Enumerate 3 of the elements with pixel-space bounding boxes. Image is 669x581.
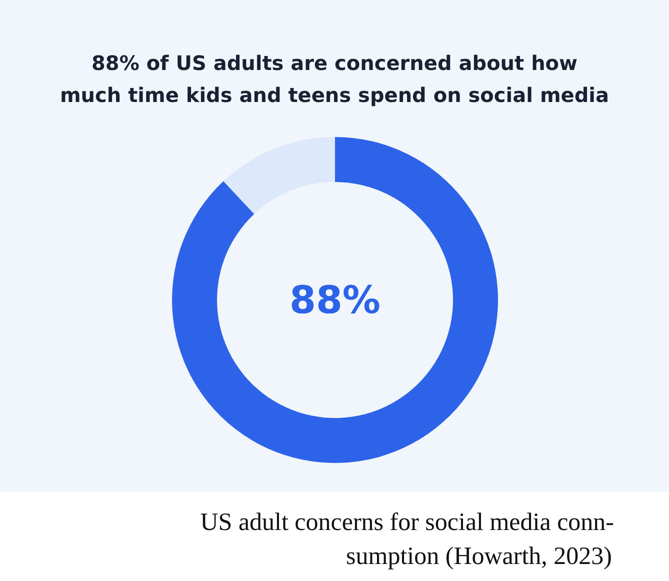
text: 88% xyxy=(290,278,380,322)
chart-title: 88% of US adults are concerned about how much time kids and teens spend on social media xyxy=(60,51,610,107)
text: US adult concerns for social media conn- sumption (Howarth, 2023) xyxy=(200,509,614,570)
